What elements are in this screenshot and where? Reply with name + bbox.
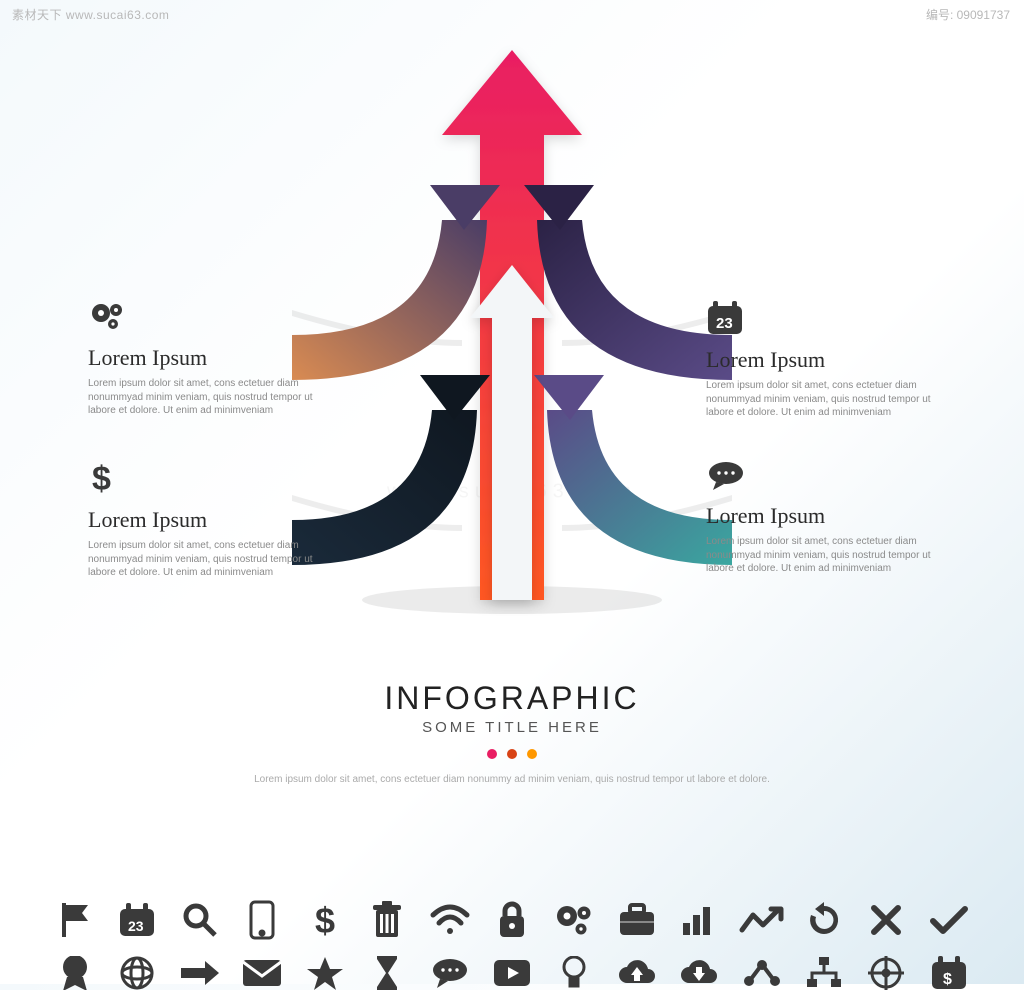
video-icon xyxy=(487,956,537,990)
cloud-down-icon xyxy=(674,957,724,989)
check-icon xyxy=(924,904,974,936)
star-icon xyxy=(300,956,350,990)
nodes-icon xyxy=(737,957,787,989)
wifi-icon xyxy=(425,903,475,937)
org-icon xyxy=(799,956,849,990)
hourglass-icon xyxy=(362,956,412,990)
title-block: INFOGRAPHIC SOME TITLE HERE Lorem ipsum … xyxy=(0,680,1024,785)
search-icon xyxy=(175,901,225,939)
close-icon xyxy=(861,903,911,937)
block-bottom-left: $ Lorem Ipsum Lorem ipsum dolor sit amet… xyxy=(88,460,318,580)
svg-text:$: $ xyxy=(92,460,111,496)
title-line1: INFOGRAPHIC xyxy=(0,680,1024,717)
briefcase-icon xyxy=(612,902,662,938)
cloud-up-icon xyxy=(612,957,662,989)
outer-right-arrow xyxy=(524,185,732,380)
svg-text:23: 23 xyxy=(716,315,733,332)
chat-icon xyxy=(425,956,475,990)
icon-strip-row1: 23 $ xyxy=(50,900,974,940)
outer-left-arrow xyxy=(292,185,500,380)
block-body: Lorem ipsum dolor sit amet, cons ectetue… xyxy=(88,539,318,580)
block-title: Lorem Ipsum xyxy=(706,347,936,373)
svg-text:23: 23 xyxy=(128,918,144,934)
title-caption: Lorem ipsum dolor sit amet, cons ectetue… xyxy=(0,774,1024,785)
svg-text:$: $ xyxy=(943,971,952,988)
svg-text:$: $ xyxy=(315,900,335,940)
inner-right-arrow xyxy=(534,375,732,565)
dollar-icon: $ xyxy=(88,460,318,501)
block-body: Lorem ipsum dolor sit amet, cons ectetue… xyxy=(706,535,936,576)
trash-icon xyxy=(362,900,412,940)
refresh-icon xyxy=(799,901,849,939)
dot-1 xyxy=(487,749,497,759)
dot-2 xyxy=(507,749,517,759)
block-body: Lorem ipsum dolor sit amet, cons ectetue… xyxy=(88,377,318,418)
dollar-icon: $ xyxy=(300,900,350,940)
calendar-icon: 23 xyxy=(112,901,162,939)
globe-icon xyxy=(112,956,162,990)
block-title: Lorem Ipsum xyxy=(706,503,936,529)
badge-icon xyxy=(50,956,100,990)
block-title: Lorem Ipsum xyxy=(88,345,318,371)
lock-icon xyxy=(487,900,537,940)
bulb-icon xyxy=(549,956,599,990)
dot-3 xyxy=(527,749,537,759)
block-bottom-right: Lorem Ipsum Lorem ipsum dolor sit amet, … xyxy=(706,460,936,576)
block-body: Lorem ipsum dolor sit amet, cons ectetue… xyxy=(706,379,936,420)
block-top-right: 23 Lorem Ipsum Lorem ipsum dolor sit ame… xyxy=(706,300,936,420)
gears-icon xyxy=(88,300,318,339)
target-icon xyxy=(861,956,911,990)
gears-icon xyxy=(549,901,599,939)
phone-icon xyxy=(237,900,287,940)
chat-icon xyxy=(706,460,936,497)
icon-strip-row2: $ xyxy=(50,956,974,990)
money-cal-icon: $ xyxy=(924,956,974,990)
flag-icon xyxy=(50,901,100,939)
title-dots xyxy=(0,746,1024,764)
title-line2: SOME TITLE HERE xyxy=(0,719,1024,736)
block-title: Lorem Ipsum xyxy=(88,507,318,533)
block-top-left: Lorem Ipsum Lorem ipsum dolor sit amet, … xyxy=(88,300,318,418)
inner-left-arrow xyxy=(292,375,490,565)
trend-icon xyxy=(737,905,787,935)
bars-icon xyxy=(674,903,724,937)
calendar-icon: 23 xyxy=(706,300,936,341)
